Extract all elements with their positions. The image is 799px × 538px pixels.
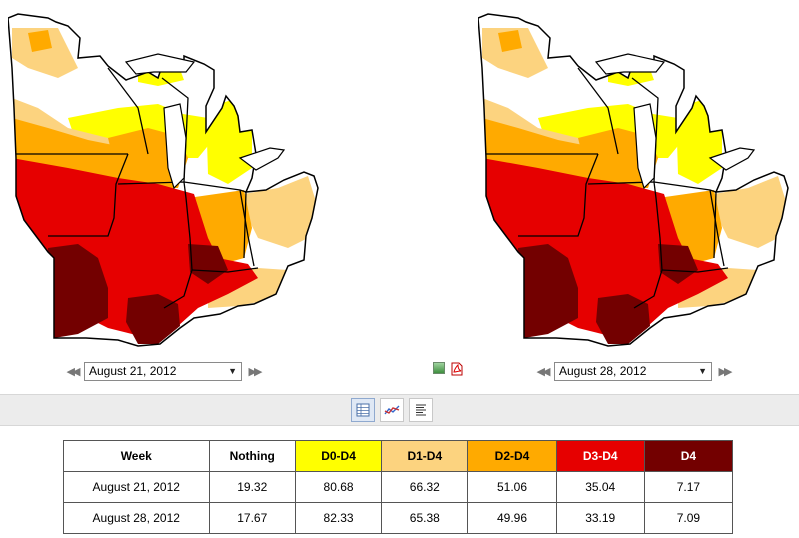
image-export-icon[interactable] [433,362,445,374]
cell-d1-d4: 65.38 [381,502,469,534]
previous-date-arrow-icon[interactable]: ◀◀ [536,365,551,378]
column-header-d0-d4: D0-D4 [294,440,383,472]
drought-map-left [8,8,328,353]
chart-view-icon [384,405,400,415]
pdf-export-icon[interactable] [451,362,463,376]
drought-map-right [478,8,798,353]
date-nav-right: ◀◀ August 28, 2012 ▼ ▶▶ [534,360,732,382]
selected-date-left: August 21, 2012 [89,363,177,378]
table-view-button[interactable] [351,398,375,422]
column-header-nothing: Nothing [208,440,296,472]
cell-week: August 21, 2012 [63,471,210,503]
column-header-d4: D4 [643,440,734,472]
next-date-arrow-icon[interactable]: ▶▶ [718,365,733,378]
selected-date-right: August 28, 2012 [559,363,647,378]
cell-d3-d4: 33.19 [555,502,645,534]
cell-d0-d4: 82.33 [294,502,383,534]
dropdown-caret-icon: ▼ [228,365,237,376]
table-row: August 28, 2012 17.67 82.33 65.38 49.96 … [63,502,734,534]
cell-d2-d4: 51.06 [467,471,557,503]
drought-statistics-table: Week Nothing D0-D4 D1-D4 D2-D4 D3-D4 D4 … [63,440,734,534]
previous-date-arrow-icon[interactable]: ◀◀ [66,365,81,378]
column-header-d2-d4: D2-D4 [467,440,557,472]
column-header-d3-d4: D3-D4 [555,440,645,472]
date-nav-left: ◀◀ August 21, 2012 ▼ ▶▶ [64,360,262,382]
column-header-d1-d4: D1-D4 [381,440,469,472]
text-view-icon [416,404,426,416]
cell-d0-d4: 80.68 [294,471,383,503]
cell-nothing: 17.67 [208,502,296,534]
date-dropdown-left[interactable]: August 21, 2012 ▼ [84,361,242,381]
next-date-arrow-icon[interactable]: ▶▶ [248,365,263,378]
text-view-button[interactable] [409,398,433,422]
cell-d3-d4: 35.04 [555,471,645,503]
dropdown-caret-icon: ▼ [698,365,707,376]
table-row: August 21, 2012 19.32 80.68 66.32 51.06 … [63,471,734,503]
cell-d1-d4: 66.32 [381,471,469,503]
chart-view-button[interactable] [380,398,404,422]
column-header-week: Week [63,440,210,472]
table-header-row: Week Nothing D0-D4 D1-D4 D2-D4 D3-D4 D4 [63,440,734,472]
cell-d4: 7.09 [643,502,734,534]
cell-nothing: 19.32 [208,471,296,503]
view-toolbar [0,394,799,426]
cell-d2-d4: 49.96 [467,502,557,534]
date-dropdown-right[interactable]: August 28, 2012 ▼ [554,361,712,381]
table-view-icon [356,403,370,417]
cell-week: August 28, 2012 [63,502,210,534]
cell-d4: 7.17 [643,471,734,503]
export-icons [433,362,463,376]
